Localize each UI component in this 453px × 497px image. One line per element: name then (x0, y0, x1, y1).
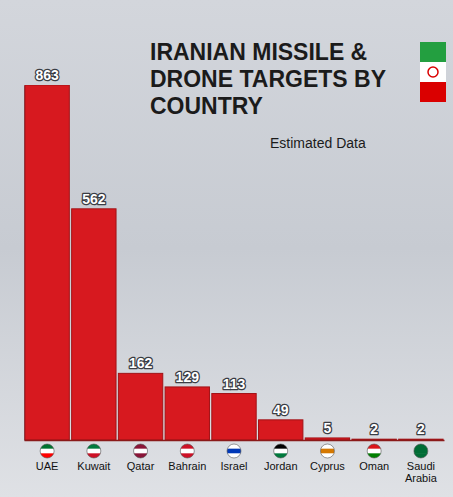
flag-stripe (274, 444, 288, 449)
data-label: 2 (417, 421, 425, 437)
flag-stripe (320, 449, 334, 454)
flag-stripe (420, 62, 446, 82)
flag-ring (87, 444, 101, 458)
data-label: 5 (324, 420, 332, 436)
x-tick-label: Israel (221, 460, 248, 472)
flag-stripe (414, 444, 428, 449)
flag-stripe (87, 444, 101, 449)
flag-ring (414, 444, 428, 458)
flag-stripe (420, 82, 446, 102)
flag-stripe (227, 444, 241, 449)
x-tick: UAE (36, 460, 59, 472)
flag-stripe (40, 449, 54, 454)
bar (305, 438, 349, 440)
data-label: 863 (35, 67, 59, 83)
data-label: 2 (370, 421, 378, 437)
x-tick: Oman (359, 460, 389, 472)
subtitle: Estimated Data (270, 135, 366, 151)
country-flag (414, 444, 428, 459)
flag-ring (134, 444, 148, 458)
flag-stripe (367, 449, 381, 454)
bar (259, 420, 303, 440)
data-label: 113 (223, 376, 246, 392)
x-tick: Kuwait (77, 460, 110, 472)
flag-ring (40, 444, 54, 458)
x-tick: Israel (221, 460, 248, 472)
flag-stripe (40, 444, 54, 449)
flag-stripe (180, 449, 194, 454)
x-tick-label: UAE (36, 460, 59, 472)
flag-ring (180, 444, 194, 458)
bar (25, 85, 69, 440)
x-tick: SaudiArabia (405, 460, 438, 484)
title: IRANIAN MISSILE &DRONE TARGETS BYCOUNTRY (150, 39, 386, 119)
background (0, 0, 453, 497)
flag-stripe (420, 42, 446, 62)
x-tick-label: Bahrain (168, 460, 206, 472)
flag-stripe (414, 449, 428, 454)
bar (72, 209, 116, 440)
country-flags (40, 444, 428, 459)
flag-stripe (87, 449, 101, 454)
country-flag (227, 444, 241, 459)
x-tick-label: Jordan (264, 460, 298, 472)
bars (25, 85, 443, 440)
x-axis-line (25, 440, 445, 442)
country-flag (274, 444, 288, 459)
data-label: 162 (129, 355, 153, 371)
flag-stripe (367, 444, 381, 449)
country-flag (367, 444, 381, 459)
chart: IRANIAN MISSILE &DRONE TARGETS BYCOUNTRY… (0, 0, 453, 497)
flag-ring (274, 444, 288, 458)
flag-stripe (274, 449, 288, 454)
flag-stripe (180, 444, 194, 449)
data-label: 49 (273, 402, 289, 418)
x-tick: Cyprus (310, 460, 345, 472)
x-axis: UAE Kuwait Qatar Bahrain Israel Jordan Cyprus O… (25, 441, 445, 484)
flag-stripe (227, 449, 241, 454)
x-tick: Jordan (264, 460, 298, 472)
flag-emblem (428, 67, 438, 77)
flag-icon (420, 42, 446, 102)
bar (165, 387, 209, 440)
x-tick-label: Oman (359, 460, 389, 472)
x-tick: Bahrain (168, 460, 206, 472)
country-flag (320, 444, 334, 459)
x-tick-label: Cyprus (310, 460, 345, 472)
country-flag (40, 444, 54, 459)
x-tick-label: Kuwait (77, 460, 110, 472)
data-label: 562 (82, 191, 106, 207)
country-flag (180, 444, 194, 459)
x-tick: Qatar (127, 460, 155, 472)
flag-stripe (134, 444, 148, 449)
flag-stripe (320, 444, 334, 449)
bar (118, 373, 162, 440)
country-flag (87, 444, 101, 459)
bar (212, 394, 256, 440)
country-flag (134, 444, 148, 459)
flag-stripe (134, 449, 148, 454)
flag-ring (227, 444, 241, 458)
data-label: 129 (176, 369, 200, 385)
x-tick-label: SaudiArabia (405, 460, 438, 484)
data-labels: 863 562 162 129 113 49 5 2 2 (35, 67, 425, 437)
flag-ring (367, 444, 381, 458)
flag-ring (320, 444, 334, 458)
x-tick-label: Qatar (127, 460, 155, 472)
